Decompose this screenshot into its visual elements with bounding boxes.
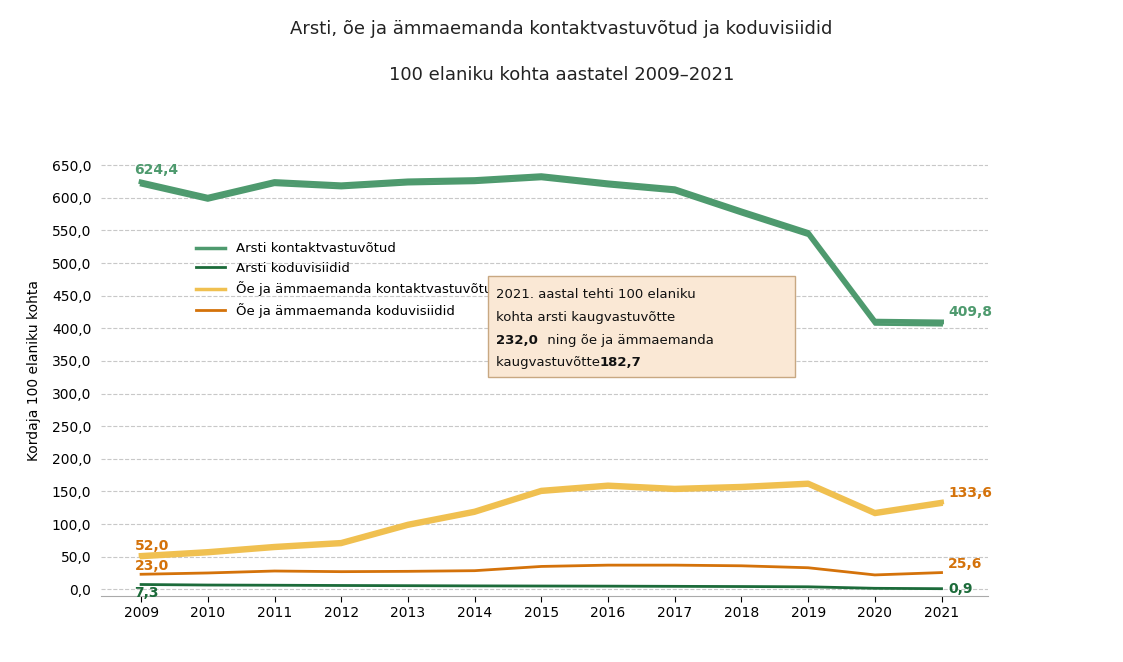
Text: kaugvastuvõtte: kaugvastuvõtte [496, 356, 604, 369]
Text: 624,4: 624,4 [135, 163, 179, 177]
Text: 7,3: 7,3 [135, 586, 159, 600]
Text: ning õe ja ämmaemanda: ning õe ja ämmaemanda [542, 334, 713, 346]
Text: 409,8: 409,8 [948, 305, 993, 318]
Text: 0,9: 0,9 [948, 582, 973, 596]
Text: 2021. aastal tehti 100 elaniku: 2021. aastal tehti 100 elaniku [496, 288, 696, 301]
Legend: Arsti kontaktvastuvõtud, Arsti koduvisiidid, Õe ja ämmaemanda kontaktvastuvõtud,: Arsti kontaktvastuvõtud, Arsti koduvisii… [197, 242, 501, 318]
Text: Arsti, õe ja ämmaemanda kontaktvastuvõtud ja koduvisiidid: Arsti, õe ja ämmaemanda kontaktvastuvõtu… [291, 20, 832, 38]
Text: 100 elaniku kohta aastatel 2009–2021: 100 elaniku kohta aastatel 2009–2021 [389, 66, 734, 84]
Y-axis label: Kordaja 100 elaniku kohta: Kordaja 100 elaniku kohta [27, 280, 40, 461]
Text: 182,7: 182,7 [600, 356, 641, 369]
Text: 23,0: 23,0 [135, 559, 168, 573]
Text: 25,6: 25,6 [948, 557, 983, 571]
Text: 52,0: 52,0 [135, 540, 168, 553]
FancyBboxPatch shape [489, 276, 795, 377]
Text: 232,0: 232,0 [496, 334, 538, 346]
Text: 133,6: 133,6 [948, 486, 992, 500]
Text: kohta arsti kaugvastuvõtte: kohta arsti kaugvastuvõtte [496, 310, 675, 324]
